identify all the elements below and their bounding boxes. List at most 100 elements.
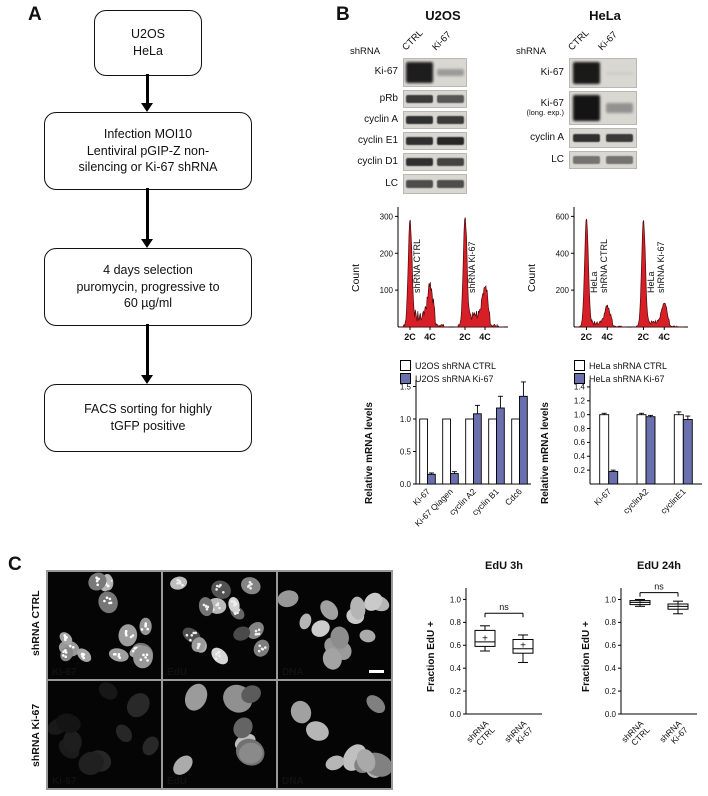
nuclear-speckle <box>202 603 206 607</box>
bar <box>465 418 474 485</box>
micrograph-image: EdU <box>163 681 276 788</box>
flow-arrowhead-icon <box>141 375 153 384</box>
micrograph-cell: EdU <box>163 681 276 788</box>
y-tick-label: 0.2 <box>605 687 617 696</box>
nuclear-speckle <box>185 633 189 637</box>
blot-lane <box>435 112 466 128</box>
nuclear-speckle <box>194 631 197 635</box>
edu24h-boxplot: 0.0 0.2 0.4 0.6 0.8 1.0 + shRNACTRL + shRNAKi-67 n… <box>593 576 705 767</box>
nuclear-speckle <box>124 629 128 633</box>
dna-histogram <box>454 217 504 328</box>
nuclear-speckle <box>264 646 267 649</box>
nucleus <box>184 683 208 711</box>
flow-arrow <box>146 74 149 103</box>
dna-histogram <box>399 219 449 328</box>
blot-row-sublabel: (long. exp.) <box>526 108 564 118</box>
nuclear-speckle <box>124 632 128 635</box>
y-tick-label: 0.6 <box>450 641 462 650</box>
nuclear-speckle <box>178 579 181 583</box>
blot-row-label: Ki-67 (long. exp.) <box>500 98 569 118</box>
blot-row: LC <box>500 151 637 169</box>
blot-row-label: Ki-67 <box>374 66 398 78</box>
nuclear-speckle <box>247 585 250 588</box>
bar <box>473 413 482 485</box>
nuclear-speckle <box>215 652 218 656</box>
x-tick-label: 4C <box>479 332 491 342</box>
micrograph-cell: DNA <box>278 572 391 679</box>
bar <box>519 395 528 485</box>
y-tick-label: 200 <box>380 249 394 258</box>
nuclear-speckle <box>254 629 258 633</box>
blot-row-label: cyclin E1 <box>357 134 398 146</box>
legend-swatch <box>400 360 411 371</box>
flow-step-facs-sorting: FACS sorting for highly tGFP positive <box>44 384 252 452</box>
nuclear-speckle <box>117 653 121 656</box>
nucleus <box>290 700 312 724</box>
nuclear-speckle <box>261 648 265 651</box>
nuclear-speckle <box>140 628 144 631</box>
nucleus <box>350 596 366 620</box>
blot-lane <box>404 59 435 86</box>
nuclear-speckle <box>176 582 179 585</box>
nucleus <box>98 591 118 614</box>
nuclear-speckle <box>139 658 143 661</box>
bar <box>419 418 428 485</box>
nuclear-speckle <box>96 583 99 587</box>
y-tick-label: 0.4 <box>574 452 586 461</box>
hela-lane-label-ki67: Ki-67 <box>596 29 620 53</box>
y-tick-label: 1.2 <box>574 397 586 406</box>
x-tick-label: 2C <box>638 332 650 342</box>
micrograph-cell: DNA <box>278 681 391 788</box>
micro-row-label-shrna-ki67: shRNA Ki-67 <box>30 703 42 767</box>
panel-c-label: C <box>8 554 22 575</box>
nuclear-speckle <box>248 581 252 584</box>
nucleus <box>241 685 261 704</box>
bar <box>682 419 693 485</box>
nuclear-speckle <box>71 646 75 649</box>
nuclear-speckle <box>218 654 221 658</box>
protein-band <box>605 102 634 114</box>
nucleus <box>320 600 339 620</box>
nuclear-speckle <box>129 635 133 639</box>
x-category-label: Ki-67 <box>592 486 613 507</box>
y-tick-label: 0.0 <box>605 710 617 719</box>
y-tick-label: 1.5 <box>400 382 412 391</box>
nuclear-speckle <box>217 651 220 655</box>
micrograph-image: EdU <box>163 572 276 679</box>
flow-arrowhead-icon <box>141 239 153 248</box>
blot-row: cyclin D1 <box>338 153 467 171</box>
protein-band <box>437 95 464 103</box>
nuclear-speckle <box>114 653 117 656</box>
blot-row-label: pRb <box>379 92 398 104</box>
y-tick-label: 1.0 <box>605 595 617 604</box>
nuclear-speckle <box>64 636 67 639</box>
panel-a-label: A <box>28 4 42 25</box>
blot-lane <box>570 152 603 168</box>
blot-row: cyclin A <box>338 111 467 129</box>
blot-strip <box>403 174 467 194</box>
protein-band <box>605 133 634 143</box>
protein-band <box>437 137 464 145</box>
nucleus <box>311 620 330 637</box>
box-plot: 0.0 0.2 0.4 0.6 0.8 1.0 + shRNACTRL + shRNAKi-67 n… <box>605 582 697 747</box>
nuclear-speckle <box>64 649 67 652</box>
nucleus <box>299 613 312 630</box>
legend-swatch <box>574 360 585 371</box>
nucleus <box>118 624 138 647</box>
nuclear-speckle <box>258 644 261 648</box>
protein-band <box>406 95 433 103</box>
nucleus <box>98 682 118 700</box>
sig-label: ns <box>654 582 664 592</box>
bar <box>599 414 610 485</box>
blot-row-label: cyclin D1 <box>357 155 398 167</box>
nucleus <box>56 713 81 733</box>
nuclear-speckle <box>257 632 261 636</box>
nuclear-speckle <box>190 634 194 637</box>
y-tick-label: 100 <box>380 286 394 295</box>
y-tick-label: 0.0 <box>400 480 412 489</box>
y-tick-label: 0.4 <box>605 664 617 673</box>
nucleus <box>278 590 299 608</box>
y-tick-label: 400 <box>556 249 570 258</box>
nucleus <box>173 755 193 775</box>
